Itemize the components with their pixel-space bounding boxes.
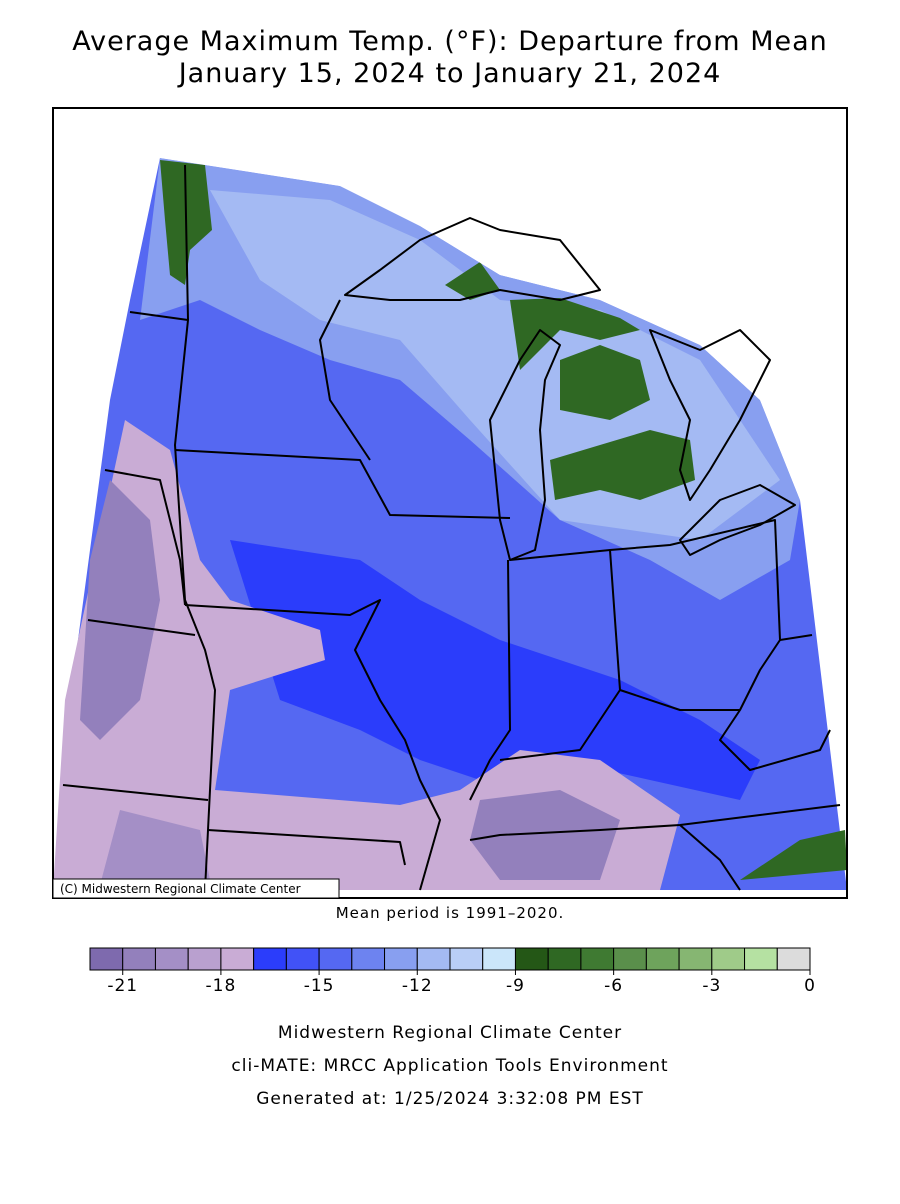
legend-swatch — [416, 947, 451, 971]
border — [469, 559, 511, 801]
legend-swatch — [89, 947, 124, 971]
legend-swatch — [678, 947, 713, 971]
footer-line: Generated at: 1/25/2024 3:32:08 PM EST — [256, 1089, 644, 1109]
title-line: Average Maximum Temp. (°F): Departure fr… — [72, 26, 828, 57]
field-dark-purple — [80, 480, 160, 740]
footer-line: cli-MATE: MRCC Application Tools Environ… — [231, 1056, 668, 1076]
legend-tick-label: -6 — [604, 976, 623, 996]
border — [319, 299, 371, 461]
legend-swatch — [711, 947, 746, 971]
legend-tick-label: -15 — [304, 976, 335, 996]
border — [174, 449, 511, 519]
legend-tick-label: -21 — [107, 976, 138, 996]
field-green — [560, 345, 650, 420]
legend-swatch — [253, 947, 287, 971]
legend-swatch — [645, 947, 680, 971]
border — [174, 164, 216, 891]
field-green — [510, 298, 640, 370]
legend-tick-label: -18 — [206, 976, 237, 996]
border — [129, 311, 189, 321]
field-deep-blue — [230, 540, 760, 800]
legend-swatch — [547, 947, 582, 971]
field-purple-mid — [100, 810, 210, 885]
legend-swatch — [285, 947, 320, 971]
legend-tick-label: -9 — [506, 976, 525, 996]
legend-swatch — [351, 947, 386, 971]
border — [499, 689, 831, 771]
field-green — [445, 262, 500, 300]
border — [104, 469, 186, 606]
legend-swatch — [154, 947, 189, 971]
canada — [53, 108, 847, 500]
field-green — [740, 830, 847, 880]
border — [62, 784, 209, 801]
legend-swatch — [776, 947, 811, 971]
field-dark-purple — [470, 790, 620, 880]
credit-box — [52, 878, 340, 899]
field-green — [550, 430, 695, 500]
legend-swatch — [449, 947, 484, 971]
border — [184, 599, 441, 891]
footer-line: Midwestern Regional Climate Center — [278, 1023, 622, 1043]
legend-swatch — [384, 947, 418, 971]
legend-swatch — [744, 947, 778, 971]
legend-tick-label: -12 — [402, 976, 433, 996]
field-purple — [53, 420, 680, 890]
legend-swatch — [514, 947, 549, 971]
legend-swatch — [122, 947, 156, 971]
title-line: January 15, 2024 to January 21, 2024 — [177, 58, 722, 89]
credit: (C) Midwestern Regional Climate Center — [60, 882, 301, 896]
legend-swatch — [187, 947, 222, 971]
legend-swatch — [613, 947, 647, 971]
border — [609, 519, 781, 711]
legend-swatch — [220, 947, 255, 971]
lake-superior — [344, 217, 601, 301]
legend-swatch — [318, 947, 353, 971]
map: (C) Midwestern Regional Climate Center — [52, 107, 848, 899]
border — [207, 829, 406, 866]
border — [679, 824, 741, 891]
map-frame — [52, 107, 848, 899]
border — [779, 634, 813, 641]
lake-huron — [649, 329, 771, 501]
legend-swatch — [482, 947, 516, 971]
border — [87, 619, 196, 636]
border — [469, 804, 841, 841]
legend-tick-label: -3 — [702, 976, 721, 996]
legend-swatch — [580, 947, 615, 971]
legend-tick-label: 0 — [804, 976, 816, 996]
lake-erie — [679, 484, 796, 556]
lake-michigan — [489, 329, 561, 561]
color-legend: -21 -18 -15 -12 -9 -6 -3 0 — [89, 947, 816, 996]
mean-note: Mean period is 1991–2020. — [336, 904, 565, 922]
